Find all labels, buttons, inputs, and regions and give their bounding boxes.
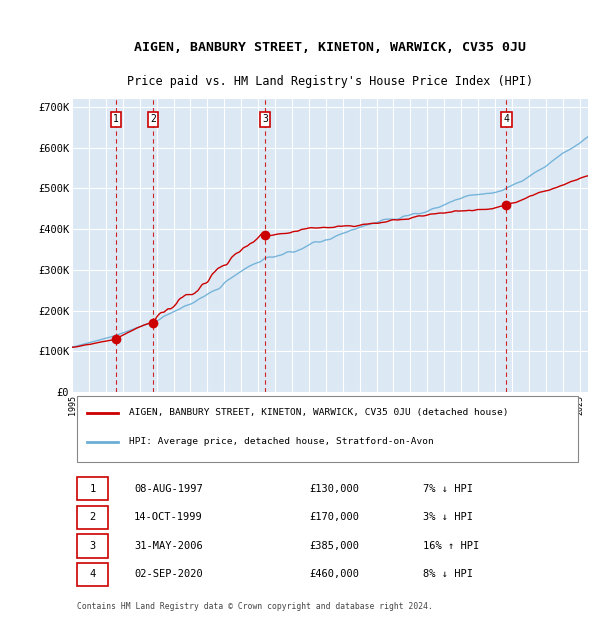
Text: 1: 1 — [89, 484, 96, 494]
FancyBboxPatch shape — [77, 477, 108, 500]
Text: 02-SEP-2020: 02-SEP-2020 — [134, 569, 203, 580]
Text: £170,000: £170,000 — [310, 512, 359, 522]
FancyBboxPatch shape — [77, 563, 108, 586]
Text: Price paid vs. HM Land Registry's House Price Index (HPI): Price paid vs. HM Land Registry's House … — [127, 75, 533, 88]
Text: 4: 4 — [89, 569, 96, 580]
FancyBboxPatch shape — [77, 506, 108, 529]
Text: 1: 1 — [113, 114, 119, 124]
Text: £130,000: £130,000 — [310, 484, 359, 494]
Text: 14-OCT-1999: 14-OCT-1999 — [134, 512, 203, 522]
Text: Contains HM Land Registry data © Crown copyright and database right 2024.: Contains HM Land Registry data © Crown c… — [77, 601, 433, 611]
Text: £385,000: £385,000 — [310, 541, 359, 551]
Text: 4: 4 — [503, 114, 509, 124]
FancyBboxPatch shape — [77, 396, 578, 462]
Text: 08-AUG-1997: 08-AUG-1997 — [134, 484, 203, 494]
FancyBboxPatch shape — [77, 534, 108, 557]
Text: 2: 2 — [150, 114, 156, 124]
Text: HPI: Average price, detached house, Stratford-on-Avon: HPI: Average price, detached house, Stra… — [129, 438, 434, 446]
Text: 8% ↓ HPI: 8% ↓ HPI — [423, 569, 473, 580]
Text: 31-MAY-2006: 31-MAY-2006 — [134, 541, 203, 551]
Text: AIGEN, BANBURY STREET, KINETON, WARWICK, CV35 0JU (detached house): AIGEN, BANBURY STREET, KINETON, WARWICK,… — [129, 408, 508, 417]
Text: AIGEN, BANBURY STREET, KINETON, WARWICK, CV35 0JU: AIGEN, BANBURY STREET, KINETON, WARWICK,… — [134, 42, 526, 55]
Text: 3% ↓ HPI: 3% ↓ HPI — [423, 512, 473, 522]
Text: 2: 2 — [89, 512, 96, 522]
Text: 3: 3 — [89, 541, 96, 551]
Text: 16% ↑ HPI: 16% ↑ HPI — [423, 541, 479, 551]
Text: 3: 3 — [262, 114, 268, 124]
Text: £460,000: £460,000 — [310, 569, 359, 580]
Text: 7% ↓ HPI: 7% ↓ HPI — [423, 484, 473, 494]
